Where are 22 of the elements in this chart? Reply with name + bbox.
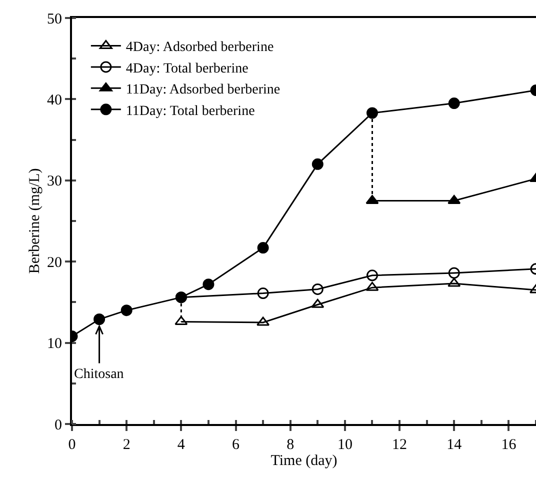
y-axis-title: Berberine (mg/L) <box>26 168 43 274</box>
y-tick-label: 10 <box>47 336 62 352</box>
y-tick-label: 40 <box>47 92 62 108</box>
x-tick-label: 8 <box>286 437 294 453</box>
x-axis-title: Time (day) <box>270 453 338 469</box>
x-tick-label: 2 <box>122 437 130 453</box>
legend-label: 11Day: Adsorbed berberine <box>126 82 280 98</box>
y-tick-label: 0 <box>54 417 62 434</box>
x-tick-label: 0 <box>68 437 76 453</box>
x-tick-label: 6 <box>232 437 240 453</box>
y-tick-label: 50 <box>47 11 62 28</box>
x-tick-label: 16 <box>501 437 517 453</box>
x-tick-label: 14 <box>446 437 462 453</box>
x-tick-label: 4 <box>177 437 186 453</box>
legend-label: 4Day: Total berberine <box>126 61 248 76</box>
x-tick-label: 12 <box>392 437 408 453</box>
annotation: Chitosan <box>74 367 124 382</box>
x-tick-label: 10 <box>337 437 352 453</box>
legend-label: 4Day: Adsorbed berberine <box>126 40 274 56</box>
y-tick-label: 30 <box>47 174 62 190</box>
legend-label: 11Day: Total berberine <box>126 104 255 119</box>
y-tick-label: 20 <box>47 254 62 271</box>
